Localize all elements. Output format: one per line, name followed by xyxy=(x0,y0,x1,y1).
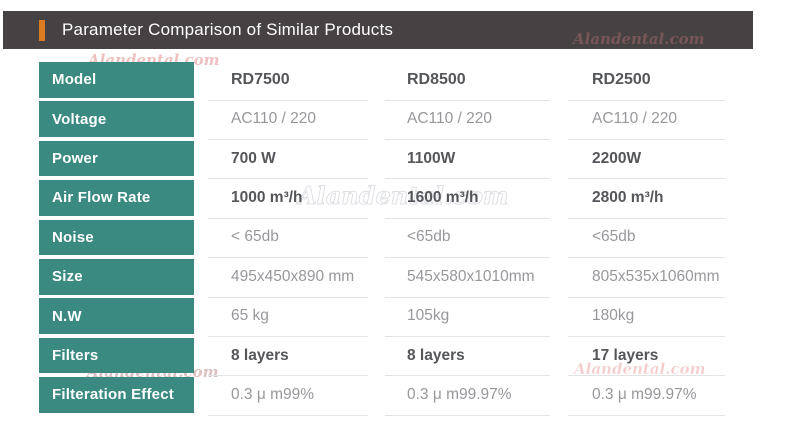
orange-accent-bar xyxy=(39,19,45,41)
cell-value: 105kg xyxy=(385,298,550,337)
row-label: Size xyxy=(39,258,194,295)
row-label: Model xyxy=(39,62,194,98)
cell-value: 8 layers xyxy=(208,338,368,376)
table-row-size: Size 495x450x890 mm 545x580x1010mm 805x5… xyxy=(39,258,725,298)
cell-value: 1600 m³/h xyxy=(385,180,550,219)
table-row-voltage: Voltage AC110 / 220 AC110 / 220 AC110 / … xyxy=(39,101,725,140)
cell-value: 1100W xyxy=(385,141,550,179)
cell-value: < 65db xyxy=(208,220,368,258)
table-row-filteration-effect: Filteration Effect 0.3 μ m99% 0.3 μ m99.… xyxy=(39,377,725,416)
row-label: Voltage xyxy=(39,101,194,137)
cell-value: 0.3 μ m99.97% xyxy=(385,377,550,416)
row-label: Filters xyxy=(39,337,194,374)
table-row-airflow: Air Flow Rate 1000 m³/h 1600 m³/h 2800 m… xyxy=(39,180,725,219)
cell-value: 1000 m³/h xyxy=(208,180,368,219)
cell-value: 805x535x1060mm xyxy=(568,259,725,298)
page-title: Parameter Comparison of Similar Products xyxy=(62,20,394,39)
cell-value: 8 layers xyxy=(385,338,550,376)
row-label: Air Flow Rate xyxy=(39,180,194,216)
cell-value: AC110 / 220 xyxy=(568,101,725,140)
table-row-noise: Noise < 65db <65db <65db xyxy=(39,219,725,258)
cell-value: 180kg xyxy=(568,298,725,337)
table-row-nw: N.W 65 kg 105kg 180kg xyxy=(39,298,725,337)
cell-value: AC110 / 220 xyxy=(385,101,550,140)
comparison-table: Model RD7500 RD8500 RD2500 Voltage AC110… xyxy=(39,62,725,416)
row-label: Noise xyxy=(39,219,194,256)
cell-value: 495x450x890 mm xyxy=(208,259,368,298)
cell-value: 17 layers xyxy=(568,338,725,376)
row-label: Filteration Effect xyxy=(39,377,194,413)
table-row-filters: Filters 8 layers 8 layers 17 layers xyxy=(39,337,725,376)
table-row-model: Model RD7500 RD8500 RD2500 xyxy=(39,62,725,101)
cell-value: 65 kg xyxy=(208,298,368,337)
cell-value: 0.3 μ m99% xyxy=(208,377,368,416)
row-label: N.W xyxy=(39,298,194,334)
cell-value: 700 W xyxy=(208,141,368,179)
cell-model-rd2500: RD2500 xyxy=(568,62,725,101)
cell-value: <65db xyxy=(385,220,550,258)
cell-value: 0.3 μ m99.97% xyxy=(568,377,725,416)
cell-model-rd8500: RD8500 xyxy=(385,62,550,101)
table-row-power: Power 700 W 1100W 2200W xyxy=(39,140,725,179)
cell-value: 2800 m³/h xyxy=(568,180,725,219)
cell-value: <65db xyxy=(568,220,725,258)
cell-value: AC110 / 220 xyxy=(208,101,368,140)
cell-value: 545x580x1010mm xyxy=(385,259,550,298)
cell-model-rd7500: RD7500 xyxy=(208,62,368,101)
row-label: Power xyxy=(39,140,194,177)
cell-value: 2200W xyxy=(568,141,725,179)
title-bar: Parameter Comparison of Similar Products xyxy=(3,11,753,49)
